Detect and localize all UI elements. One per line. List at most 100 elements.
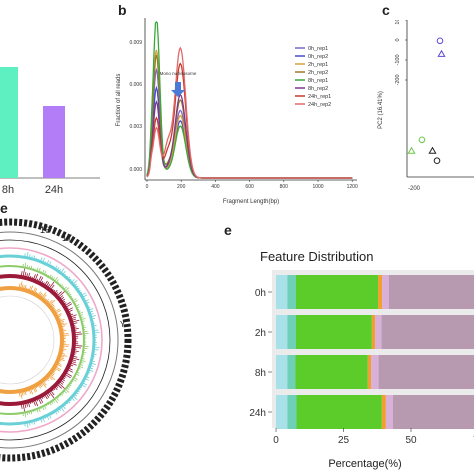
- circos-spike: [78, 310, 81, 313]
- circos-spike: [60, 393, 64, 396]
- e-bar-segment-8h-5: [378, 355, 474, 389]
- circos-spike: [53, 367, 61, 372]
- circos-spike: [18, 391, 21, 397]
- circos-spike: [53, 290, 58, 294]
- circos-spike: [52, 399, 55, 403]
- circos-spike: [25, 273, 28, 279]
- circos-spike: [64, 303, 73, 308]
- circos-spike: [38, 408, 41, 413]
- circos-spike: [69, 293, 72, 296]
- circos-spike: [93, 329, 99, 332]
- circos-spike: [38, 382, 43, 388]
- circos-spike: [74, 375, 77, 377]
- b-x-tick: 400: [211, 184, 220, 190]
- circos-spike: [40, 270, 42, 273]
- circos-spike: [43, 298, 46, 301]
- b-annotation-mono-nucleosome: Mono nucleosome: [160, 71, 197, 76]
- circos-spike: [51, 306, 55, 310]
- circos-spike: [27, 388, 29, 392]
- e-row-label: 2h: [255, 328, 266, 339]
- circos-spike: [48, 261, 52, 266]
- circos-spike: [79, 363, 83, 366]
- circos-spike: [68, 312, 72, 315]
- e-bar-segment-24h-5: [392, 395, 474, 429]
- circos-spike: [56, 362, 62, 365]
- circos-spike: [90, 362, 97, 366]
- e-x-tick: 0: [273, 435, 279, 446]
- circos-spike: [77, 389, 80, 393]
- circos-spike: [69, 278, 72, 282]
- circos-spike: [54, 365, 62, 371]
- e-bar-segment-0h-5: [388, 275, 474, 309]
- circos-spike: [18, 283, 21, 289]
- circos-spike: [30, 265, 33, 270]
- circos-spike: [88, 308, 94, 311]
- circos-spike: [36, 408, 39, 413]
- circos-spike: [36, 278, 39, 282]
- circos-spike: [70, 360, 76, 364]
- circos-spike: [54, 265, 58, 270]
- circos-spike: [34, 398, 39, 407]
- circos-spike: [48, 414, 52, 419]
- circos-spike: [24, 389, 27, 396]
- circos-spike: [46, 260, 50, 265]
- circos-spike: [26, 251, 29, 258]
- circos-spike: [87, 371, 91, 374]
- circos-spike: [75, 285, 79, 289]
- circos-spike: [22, 390, 25, 395]
- circos-spike: [51, 401, 54, 405]
- circos-spike: [66, 387, 70, 390]
- circos-spike: [32, 386, 36, 393]
- circos-spike: [37, 383, 42, 389]
- circos-spike: [43, 280, 48, 287]
- circos-spike: [59, 297, 65, 301]
- circos-spike: [65, 287, 70, 292]
- circos-spike: [60, 325, 66, 328]
- circos-spike: [61, 378, 65, 382]
- circos-spike: [35, 257, 38, 261]
- circos-spike: [64, 372, 73, 377]
- circos-spike: [40, 418, 43, 423]
- chromosome-label-y: Y: [120, 320, 126, 329]
- c-y-tick: -100: [395, 54, 401, 65]
- e-bar-segment-8h-0: [276, 355, 288, 389]
- circos-spike: [46, 391, 51, 397]
- e-bar-segment-0h-3: [378, 275, 383, 309]
- circos-spike: [76, 371, 80, 374]
- e-bar-segment-24h-3: [381, 395, 386, 429]
- circos-spike: [53, 386, 58, 390]
- circos-spike: [36, 292, 39, 296]
- panel-label-e: e: [224, 222, 232, 238]
- circos-spike: [72, 298, 77, 302]
- circos-spike: [57, 291, 65, 298]
- circos-spike: [52, 265, 55, 269]
- circos-spike: [54, 398, 58, 404]
- circos-spike: [45, 299, 49, 303]
- circos-spike: [48, 390, 55, 399]
- circos-spike: [84, 299, 89, 302]
- circos-spike: [73, 333, 83, 336]
- circos-spike: [45, 404, 48, 407]
- circos-spike: [79, 314, 83, 317]
- circos-spike: [53, 309, 57, 312]
- b-y-tick: 0.003: [129, 124, 142, 130]
- circos-spike: [32, 267, 34, 270]
- circos-spike: [56, 315, 62, 318]
- circos-spike: [55, 292, 59, 296]
- circos-spike: [74, 303, 77, 305]
- circos-spike: [62, 391, 65, 394]
- circos-spike: [87, 306, 91, 309]
- circos-spike: [56, 279, 59, 283]
- circos-spike: [39, 277, 44, 284]
- circos-spike: [73, 377, 78, 380]
- circos-spike: [61, 298, 65, 302]
- circos-spike: [91, 317, 95, 320]
- c-y-tick: 100: [395, 20, 401, 25]
- b-legend-label: 8h_rep1: [308, 78, 328, 84]
- circos-spike: [72, 326, 77, 328]
- circos-spike: [47, 274, 50, 277]
- circos-spike: [24, 253, 26, 258]
- circos-spike: [58, 318, 65, 322]
- circos-spike: [69, 314, 77, 318]
- circos-spike: [57, 282, 60, 284]
